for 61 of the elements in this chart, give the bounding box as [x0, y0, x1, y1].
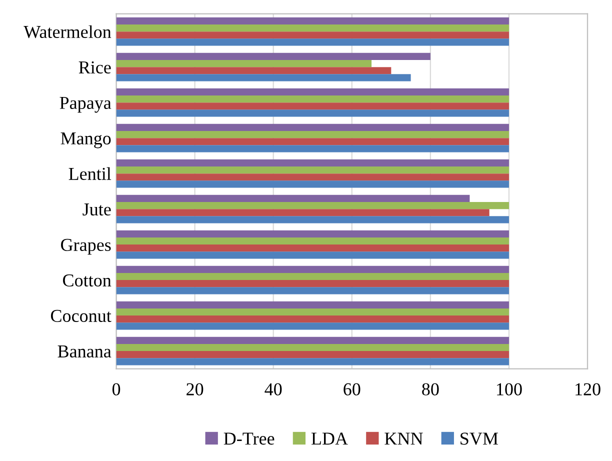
- bar: [116, 24, 509, 32]
- x-tick-label: 20: [186, 383, 204, 396]
- x-tick-label: 40: [264, 383, 282, 396]
- y-tick-label: Cotton: [63, 274, 112, 286]
- bar: [116, 336, 509, 344]
- x-tick-label: 0: [112, 383, 120, 396]
- bar: [116, 159, 509, 166]
- bar: [116, 301, 509, 308]
- legend-label: LDA: [311, 432, 348, 445]
- bar: [116, 138, 509, 146]
- bar: [116, 145, 509, 152]
- bar: [116, 358, 509, 366]
- x-tick-label: 60: [344, 383, 360, 396]
- y-tick-label: Coconut: [50, 310, 112, 322]
- bar: [116, 216, 509, 224]
- y-tick-label: Mango: [60, 132, 111, 148]
- bar: [116, 252, 509, 259]
- bar: [116, 166, 509, 174]
- bar: [116, 38, 509, 46]
- y-tick-label: Jute: [82, 204, 111, 216]
- y-tick-label: Banana: [58, 345, 112, 358]
- bar: [116, 32, 509, 39]
- bar: [116, 266, 509, 273]
- bar: [116, 202, 509, 210]
- x-tick-label: 100: [497, 383, 522, 396]
- bar: [116, 52, 430, 60]
- bar: [116, 124, 509, 131]
- bar: [116, 17, 509, 24]
- bar: [116, 95, 509, 103]
- bar: [116, 280, 509, 288]
- bar: [116, 174, 509, 181]
- bar: [116, 287, 509, 294]
- x-tick-label: 80: [422, 383, 439, 396]
- bar: [116, 194, 470, 202]
- legend-label: KNN: [384, 432, 423, 445]
- legend-label: SVM: [460, 432, 498, 445]
- bar: [116, 60, 372, 68]
- y-tick-label: Watermelon: [24, 25, 112, 38]
- bar: [116, 316, 509, 323]
- y-tick-label: Lentil: [68, 167, 112, 180]
- y-tick-label: Papaya: [60, 96, 112, 113]
- y-tick-label: Rice: [78, 61, 111, 74]
- bar: [116, 180, 509, 188]
- bar: [116, 102, 509, 110]
- x-tick-label: 120: [576, 383, 600, 396]
- bar: [116, 237, 509, 245]
- bar: [116, 308, 509, 316]
- bar: [116, 322, 509, 330]
- bar: [116, 67, 392, 74]
- bar: [116, 351, 509, 358]
- bar: [116, 230, 509, 238]
- legend-label: D-Tree: [224, 432, 274, 445]
- bar: [116, 344, 509, 352]
- bar: [116, 110, 509, 117]
- bar: [116, 130, 509, 138]
- bar: [116, 88, 509, 96]
- bar: [116, 209, 490, 216]
- bar: [116, 74, 411, 82]
- y-tick-label: Grapes: [61, 238, 111, 255]
- bar: [116, 272, 509, 280]
- bar: [116, 244, 509, 252]
